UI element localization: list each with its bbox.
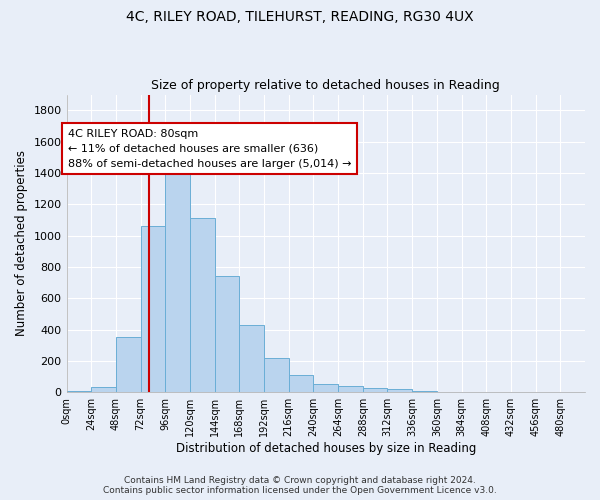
Y-axis label: Number of detached properties: Number of detached properties: [15, 150, 28, 336]
X-axis label: Distribution of detached houses by size in Reading: Distribution of detached houses by size …: [176, 442, 476, 455]
Bar: [116, 336, 140, 392]
Text: Contains HM Land Registry data © Crown copyright and database right 2024.
Contai: Contains HM Land Registry data © Crown c…: [103, 476, 497, 495]
Bar: [215, 276, 239, 392]
Text: 4C, RILEY ROAD, TILEHURST, READING, RG30 4UX: 4C, RILEY ROAD, TILEHURST, READING, RG30…: [126, 10, 474, 24]
Bar: [67, 391, 91, 392]
Text: 4C RILEY ROAD: 80sqm
← 11% of detached houses are smaller (636)
88% of semi-deta: 4C RILEY ROAD: 80sqm ← 11% of detached h…: [68, 129, 351, 168]
Bar: [289, 375, 313, 392]
Bar: [190, 218, 215, 392]
Bar: [412, 391, 437, 392]
Bar: [239, 325, 264, 392]
Bar: [165, 162, 190, 392]
Bar: [91, 387, 116, 392]
Bar: [338, 386, 363, 392]
Bar: [140, 226, 165, 392]
Title: Size of property relative to detached houses in Reading: Size of property relative to detached ho…: [151, 79, 500, 92]
Bar: [363, 388, 388, 392]
Bar: [388, 389, 412, 392]
Bar: [313, 384, 338, 392]
Bar: [264, 358, 289, 392]
